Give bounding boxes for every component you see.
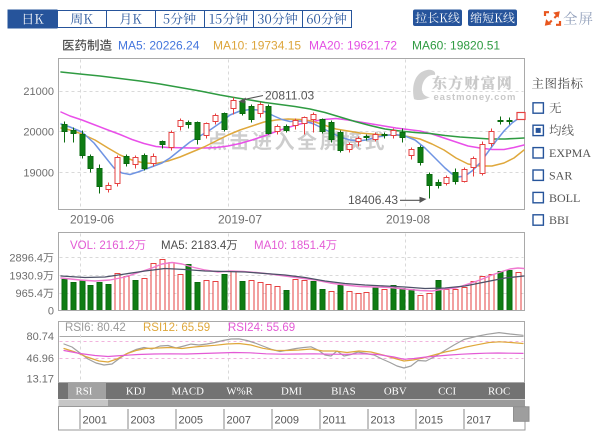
svg-text:MACD: MACD — [172, 386, 205, 398]
svg-text:80.74: 80.74 — [26, 331, 54, 343]
svg-text:W%R: W%R — [226, 386, 253, 398]
svg-text:13.17: 13.17 — [26, 374, 54, 386]
svg-text:EXPMA: EXPMA — [549, 146, 591, 160]
svg-text:2011: 2011 — [323, 415, 347, 427]
svg-text:MA20: 19621.72: MA20: 19621.72 — [309, 39, 397, 53]
svg-text:KDJ: KDJ — [126, 386, 146, 398]
svg-text:2017: 2017 — [467, 415, 491, 427]
svg-text:CCI: CCI — [438, 386, 456, 398]
svg-text:VOL: 2161.2: VOL: 2161.2 — [70, 240, 135, 252]
svg-text:MA10: 19734.15: MA10: 19734.15 — [213, 39, 301, 53]
svg-text:2007: 2007 — [227, 415, 251, 427]
svg-text:1930.9: 1930.9 — [9, 270, 43, 282]
svg-text:MA60: 19820.51: MA60: 19820.51 — [412, 39, 500, 53]
svg-text:20000: 20000 — [23, 127, 54, 139]
svg-text:0: 0 — [48, 306, 54, 318]
svg-text:MA10: 1851.4: MA10: 1851.4 — [254, 240, 326, 252]
svg-text:DMI: DMI — [281, 386, 302, 398]
svg-text:21000: 21000 — [23, 86, 54, 98]
svg-text:2019-08: 2019-08 — [386, 213, 430, 227]
svg-text:RSI24: 55.69: RSI24: 55.69 — [228, 322, 295, 334]
svg-text:MA5: 20226.24: MA5: 20226.24 — [118, 39, 200, 53]
svg-text:eastmoney.com: eastmoney.com — [434, 92, 517, 103]
svg-text:BBI: BBI — [549, 213, 569, 227]
svg-text:RSI: RSI — [76, 386, 93, 398]
svg-text:2003: 2003 — [131, 415, 155, 427]
svg-text:OBV: OBV — [384, 386, 407, 398]
svg-text:ROC: ROC — [488, 386, 510, 398]
svg-text:2009: 2009 — [275, 415, 299, 427]
svg-text:2013: 2013 — [371, 415, 395, 427]
svg-text:2019-07: 2019-07 — [218, 213, 262, 227]
svg-text:SAR: SAR — [549, 168, 572, 182]
svg-text:RSI6: 80.42: RSI6: 80.42 — [65, 322, 126, 334]
svg-text:MA5: 2183.4: MA5: 2183.4 — [161, 240, 227, 252]
svg-text:RSI12: 65.59: RSI12: 65.59 — [143, 322, 210, 334]
svg-text:BIAS: BIAS — [331, 386, 356, 398]
svg-text:2896.4: 2896.4 — [9, 253, 43, 265]
svg-text:18406.43: 18406.43 — [348, 193, 398, 207]
svg-text:BOLL: BOLL — [549, 191, 580, 205]
svg-text:19000: 19000 — [23, 168, 54, 180]
svg-text:46.96: 46.96 — [26, 353, 54, 365]
svg-text:2019-06: 2019-06 — [70, 213, 114, 227]
svg-text:2005: 2005 — [179, 415, 203, 427]
svg-text:2015: 2015 — [419, 415, 443, 427]
svg-text:20811.03: 20811.03 — [265, 89, 314, 103]
svg-text:2001: 2001 — [83, 415, 107, 427]
svg-text:965.4: 965.4 — [15, 288, 43, 300]
